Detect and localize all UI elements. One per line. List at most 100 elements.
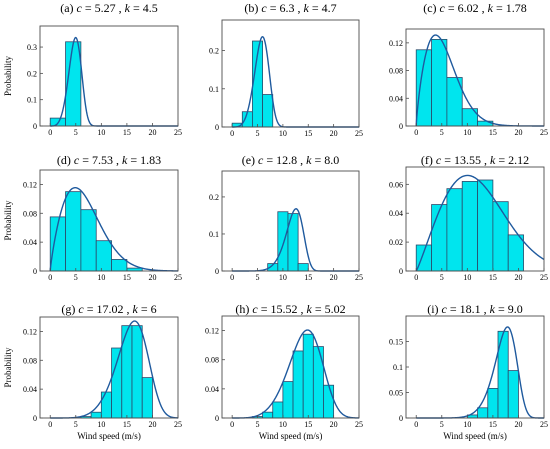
weibull-fit-curve [49, 186, 179, 272]
y-tick-label: 0.12 [23, 180, 37, 189]
histogram-bar [487, 388, 499, 419]
histogram-bar [461, 181, 478, 272]
x-tick-label: 5 [74, 128, 78, 137]
x-tick-label: 10 [463, 420, 471, 429]
x-tick-label: 25 [355, 129, 363, 138]
weibull-fit-curve [415, 174, 545, 272]
x-axis-label: Wind speed (m/s) [77, 431, 141, 441]
histogram-bar [507, 370, 519, 419]
panel-b: 0 5 10 15 20 25 0 0.1 0.2 (b) c = 6.3 , k = 4.7 [209, 1, 363, 138]
x-tick-label: 15 [123, 128, 131, 137]
panel-title: (i) c = 18.1 , k = 9.0 [427, 302, 523, 316]
y-tick-label: 0.1 [27, 96, 37, 105]
panel-title: (g) c = 17.02 , k = 6 [61, 302, 156, 316]
x-tick-label: 0 [230, 129, 234, 138]
x-tick-label: 10 [97, 273, 105, 282]
histogram-bar [262, 411, 274, 419]
x-tick-label: 20 [148, 420, 156, 429]
histogram-bar [312, 346, 324, 419]
x-tick-label: 20 [514, 420, 522, 429]
x-tick-label: 20 [148, 128, 156, 137]
x-tick-label: 15 [123, 420, 131, 429]
plot-frame [221, 19, 360, 128]
histogram-bar [272, 401, 284, 419]
panel-title: (b) c = 6.3 , k = 4.7 [244, 1, 336, 15]
y-tick-label: 0.02 [389, 238, 403, 247]
histogram-bar [111, 347, 123, 419]
y-tick-label: 0.08 [389, 67, 403, 76]
x-tick-label: 5 [256, 129, 260, 138]
x-tick-label: 10 [463, 273, 471, 282]
histogram-bar [492, 201, 509, 272]
x-tick-label: 15 [304, 273, 312, 282]
x-tick-label: 20 [330, 273, 338, 282]
y-tick-label: 0.04 [23, 238, 37, 247]
x-tick-label: 0 [48, 273, 52, 282]
x-tick-label: 0 [230, 420, 234, 429]
histogram-bar [111, 259, 128, 272]
histogram-bar [302, 333, 314, 419]
y-tick-label: 0.1 [393, 363, 403, 372]
x-tick-label: 20 [148, 273, 156, 282]
x-axis-label: Wind speed (m/s) [443, 431, 507, 441]
x-tick-label: 10 [463, 128, 471, 137]
x-tick-label: 0 [48, 420, 52, 429]
histogram-bar [141, 377, 153, 419]
panel-e: 0 5 10 15 20 25 0 0.1 0.2 (e) c = 12.8 , k = 8.0 [209, 153, 363, 282]
y-tick-label: 0.1 [209, 230, 219, 239]
x-tick-label: 0 [414, 420, 418, 429]
y-tick-label: 0.15 [389, 338, 403, 347]
panel-h: 0 5 10 15 20 25 0 0.04 0.08 0.12 (h) c = 15.52 , k… [205, 302, 363, 441]
y-tick-label: 0.05 [389, 389, 403, 398]
panel-title: (h) c = 15.52 , k = 5.02 [235, 302, 345, 316]
x-tick-label: 15 [304, 420, 312, 429]
panel-i: 0 5 10 15 20 25 0 0.05 0.1 0.15 (i) c = 18.1 , k =… [389, 302, 548, 441]
histogram-bar [282, 381, 294, 419]
histogram-bar [100, 391, 112, 419]
weibull-fit-curve [416, 326, 544, 419]
y-tick-label: 0 [399, 122, 403, 131]
y-tick-label: 0.06 [389, 180, 403, 189]
panel-d: 0 5 10 15 20 25 0 0.04 0.08 0.12 (d) c = 7.53 , k … [3, 153, 182, 282]
y-tick-label: 0 [33, 122, 37, 131]
x-tick-label: 25 [174, 273, 182, 282]
y-axis-label: Probability [3, 56, 13, 96]
y-tick-label: 0 [215, 123, 219, 132]
panel-c: 0 5 10 15 20 25 0 0.04 0.08 0.12 (c) c = 6.02 , k … [389, 1, 548, 137]
x-tick-label: 25 [355, 273, 363, 282]
y-tick-label: 0.2 [209, 193, 219, 202]
x-tick-label: 0 [48, 128, 52, 137]
panel-a: 0 5 10 15 20 25 0 0.1 0.2 0.3 (a) c = 5.27 , k = 4… [3, 1, 182, 137]
histogram-bar [323, 384, 335, 419]
histogram-bar [80, 209, 97, 272]
panel-title: (f) c = 13.55 , k = 2.12 [421, 153, 529, 167]
x-tick-label: 5 [74, 420, 78, 429]
y-tick-label: 0.04 [389, 94, 403, 103]
x-tick-label: 10 [279, 273, 287, 282]
y-tick-label: 0.08 [205, 356, 219, 365]
plot-frame [221, 170, 360, 272]
y-tick-label: 0.2 [209, 47, 219, 56]
y-tick-label: 0 [399, 414, 403, 423]
x-tick-label: 25 [174, 128, 182, 137]
plot-frame [221, 315, 360, 419]
x-tick-label: 20 [330, 129, 338, 138]
y-tick-label: 0.3 [27, 43, 37, 52]
x-tick-label: 25 [540, 420, 548, 429]
plot-frame [405, 28, 545, 127]
x-tick-label: 15 [489, 128, 497, 137]
x-tick-label: 5 [440, 128, 444, 137]
histogram-bar [131, 325, 143, 419]
histogram-bar [262, 94, 274, 128]
x-axis-label: Wind speed (m/s) [259, 431, 323, 441]
panel-g: 0 5 10 15 20 25 0 0.04 0.08 0.12 (g) c = 17.02 , k… [3, 302, 182, 441]
x-tick-label: 25 [540, 273, 548, 282]
x-tick-label: 15 [489, 273, 497, 282]
y-tick-label: 0 [33, 414, 37, 423]
histogram-bar [431, 204, 448, 272]
plot-frame [405, 166, 545, 272]
y-tick-label: 0.08 [23, 209, 37, 218]
x-tick-label: 20 [514, 273, 522, 282]
x-tick-label: 0 [230, 273, 234, 282]
x-tick-label: 20 [330, 420, 338, 429]
